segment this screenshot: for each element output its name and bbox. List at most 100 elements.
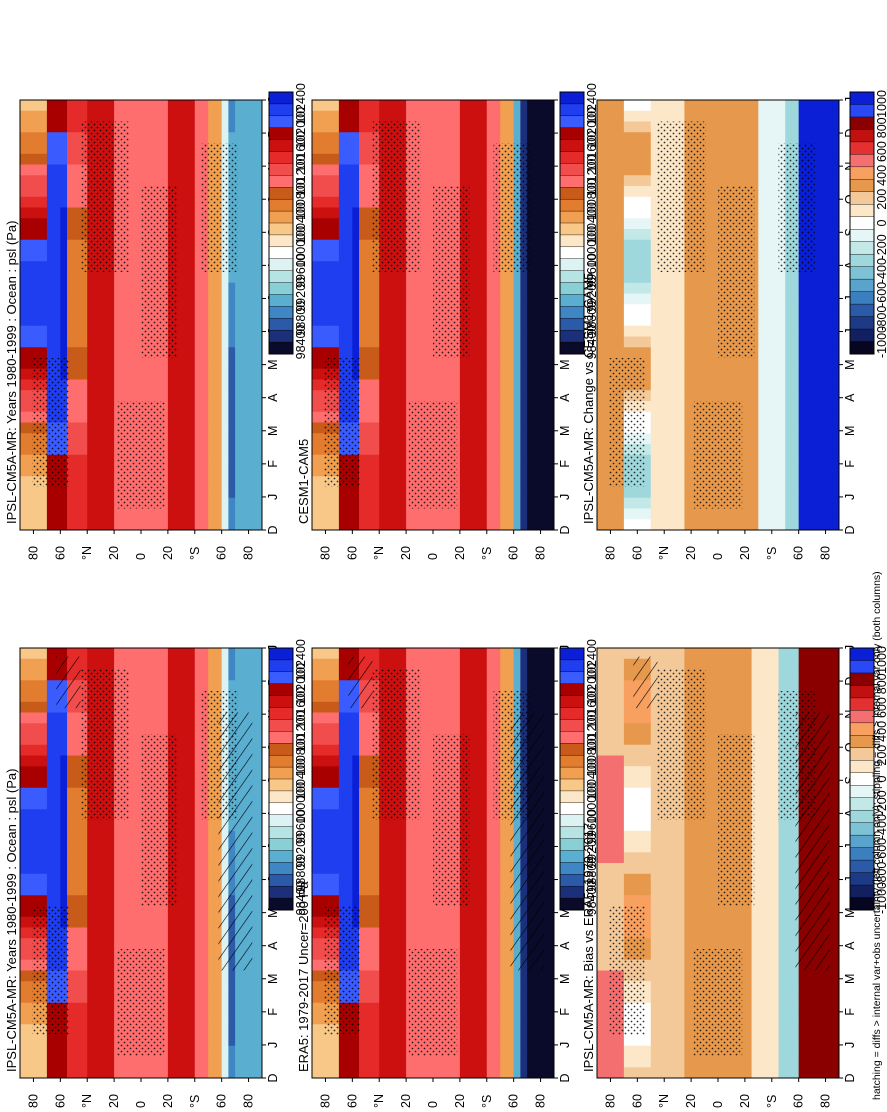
heatmap-cell bbox=[181, 841, 189, 853]
heatmap-cell bbox=[141, 927, 149, 939]
heatmap-cell bbox=[365, 959, 373, 971]
heatmap-cell bbox=[20, 669, 28, 681]
heatmap-cell bbox=[228, 981, 236, 993]
heatmap-cell bbox=[60, 325, 68, 337]
heatmap-cell bbox=[527, 1067, 535, 1079]
heatmap-cell bbox=[399, 830, 407, 842]
heatmap-cell bbox=[20, 938, 28, 950]
heatmap-cell bbox=[67, 336, 75, 348]
heatmap-cell bbox=[141, 680, 149, 692]
heatmap-cell bbox=[40, 175, 48, 187]
heatmap-cell bbox=[188, 712, 196, 724]
heatmap-cell bbox=[20, 218, 28, 230]
heatmap-cell bbox=[214, 304, 223, 316]
heatmap-cell bbox=[513, 1067, 521, 1079]
heatmap-cell bbox=[459, 701, 468, 713]
heatmap-cell bbox=[312, 1035, 320, 1047]
heatmap-cell bbox=[40, 229, 48, 241]
heatmap-cell bbox=[141, 669, 149, 681]
heatmap-cell bbox=[352, 175, 360, 187]
heatmap-cell bbox=[345, 798, 353, 810]
heatmap-cell bbox=[255, 347, 263, 359]
heatmap-cell bbox=[174, 282, 182, 294]
heatmap-cell bbox=[194, 766, 202, 778]
heatmap-cell bbox=[365, 938, 373, 950]
heatmap-cell bbox=[338, 895, 347, 907]
heatmap-cell bbox=[73, 422, 81, 434]
heatmap-cell bbox=[194, 444, 202, 456]
heatmap-cell bbox=[547, 1035, 555, 1047]
heatmap-cell bbox=[33, 336, 41, 348]
heatmap-cell bbox=[392, 884, 400, 896]
heatmap-cell bbox=[312, 508, 320, 520]
heatmap-cell bbox=[188, 723, 196, 735]
heatmap-cell bbox=[46, 336, 55, 348]
heatmap-cell bbox=[392, 949, 400, 961]
heatmap-cell bbox=[100, 1024, 108, 1036]
colorbar-frame bbox=[559, 647, 585, 911]
heatmap-cell bbox=[154, 390, 162, 402]
heatmap-cell bbox=[486, 1035, 494, 1047]
heatmap-cell bbox=[53, 884, 61, 896]
heatmap-cell bbox=[67, 132, 75, 144]
heatmap-cell bbox=[107, 658, 115, 670]
heatmap-cell bbox=[453, 1056, 461, 1068]
heatmap-cell bbox=[134, 175, 142, 187]
heatmap-cell bbox=[312, 981, 320, 993]
heatmap-cell bbox=[312, 820, 320, 832]
heatmap-cell bbox=[466, 949, 474, 961]
heatmap-cell bbox=[221, 981, 229, 993]
time-tick-label: M bbox=[266, 359, 280, 369]
time-tick-label: M bbox=[558, 974, 572, 984]
heatmap-cell bbox=[188, 916, 196, 928]
heatmap-cell bbox=[325, 658, 333, 670]
heatmap-cell bbox=[194, 927, 202, 939]
heatmap-cell bbox=[93, 648, 102, 660]
heatmap-cell bbox=[87, 1056, 95, 1068]
heatmap-cell bbox=[248, 476, 256, 488]
heatmap-cell bbox=[167, 927, 176, 939]
heatmap-cell bbox=[107, 508, 115, 520]
heatmap-cell bbox=[547, 809, 555, 821]
heatmap-cell bbox=[473, 744, 481, 756]
heatmap-cell bbox=[228, 669, 236, 681]
heatmap-cell bbox=[134, 390, 142, 402]
heatmap-cell bbox=[248, 433, 256, 445]
heatmap-cell bbox=[506, 1002, 515, 1014]
heatmap-cell bbox=[147, 669, 155, 681]
heatmap-cell bbox=[134, 777, 142, 789]
heatmap-cell bbox=[174, 304, 182, 316]
heatmap-cell bbox=[181, 487, 189, 499]
heatmap-cell bbox=[67, 153, 75, 165]
heatmap-cell bbox=[446, 938, 454, 950]
heatmap-cell bbox=[208, 433, 216, 445]
heatmap-cell bbox=[332, 787, 340, 799]
heatmap-cell bbox=[473, 841, 481, 853]
heatmap-cell bbox=[439, 1056, 447, 1068]
heatmap-cell bbox=[235, 992, 243, 1004]
heatmap-cell bbox=[46, 723, 55, 735]
heatmap-cell bbox=[60, 734, 68, 746]
heatmap-cell bbox=[345, 229, 353, 241]
heatmap-cell bbox=[20, 927, 28, 939]
heatmap-cell bbox=[53, 798, 61, 810]
heatmap-cell bbox=[312, 390, 320, 402]
heatmap-cell bbox=[312, 411, 320, 423]
heatmap-cell bbox=[214, 487, 223, 499]
heatmap-cell bbox=[325, 239, 333, 251]
heatmap-cell bbox=[318, 938, 326, 950]
colorbar-label: 100800 bbox=[585, 734, 599, 776]
heatmap-cell bbox=[372, 433, 380, 445]
heatmap-cell bbox=[93, 282, 102, 294]
heatmap-cell bbox=[372, 336, 380, 348]
heatmap-cell bbox=[214, 411, 223, 423]
heatmap-cell bbox=[466, 744, 474, 756]
heatmap-cell bbox=[26, 712, 34, 724]
lat-tick-label: °S bbox=[188, 547, 202, 560]
heatmap-cell bbox=[60, 250, 68, 262]
heatmap-cell bbox=[26, 1035, 34, 1047]
heatmap-cell bbox=[188, 304, 196, 316]
heatmap-cell bbox=[235, 175, 243, 187]
heatmap-cell bbox=[208, 906, 216, 918]
heatmap-cell bbox=[480, 691, 488, 703]
